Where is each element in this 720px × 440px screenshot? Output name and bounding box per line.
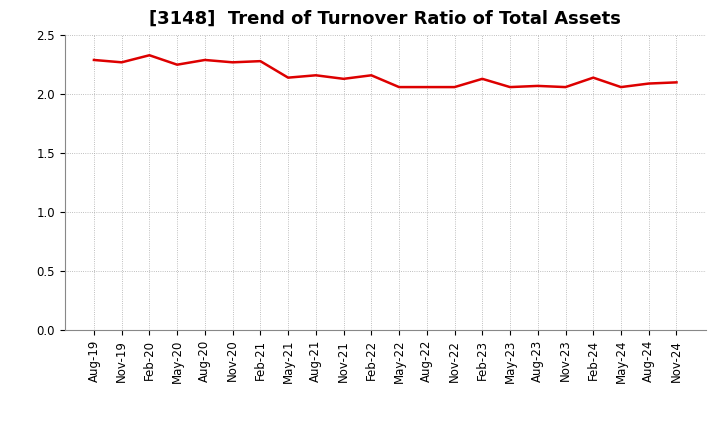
Title: [3148]  Trend of Turnover Ratio of Total Assets: [3148] Trend of Turnover Ratio of Total …	[149, 10, 621, 28]
